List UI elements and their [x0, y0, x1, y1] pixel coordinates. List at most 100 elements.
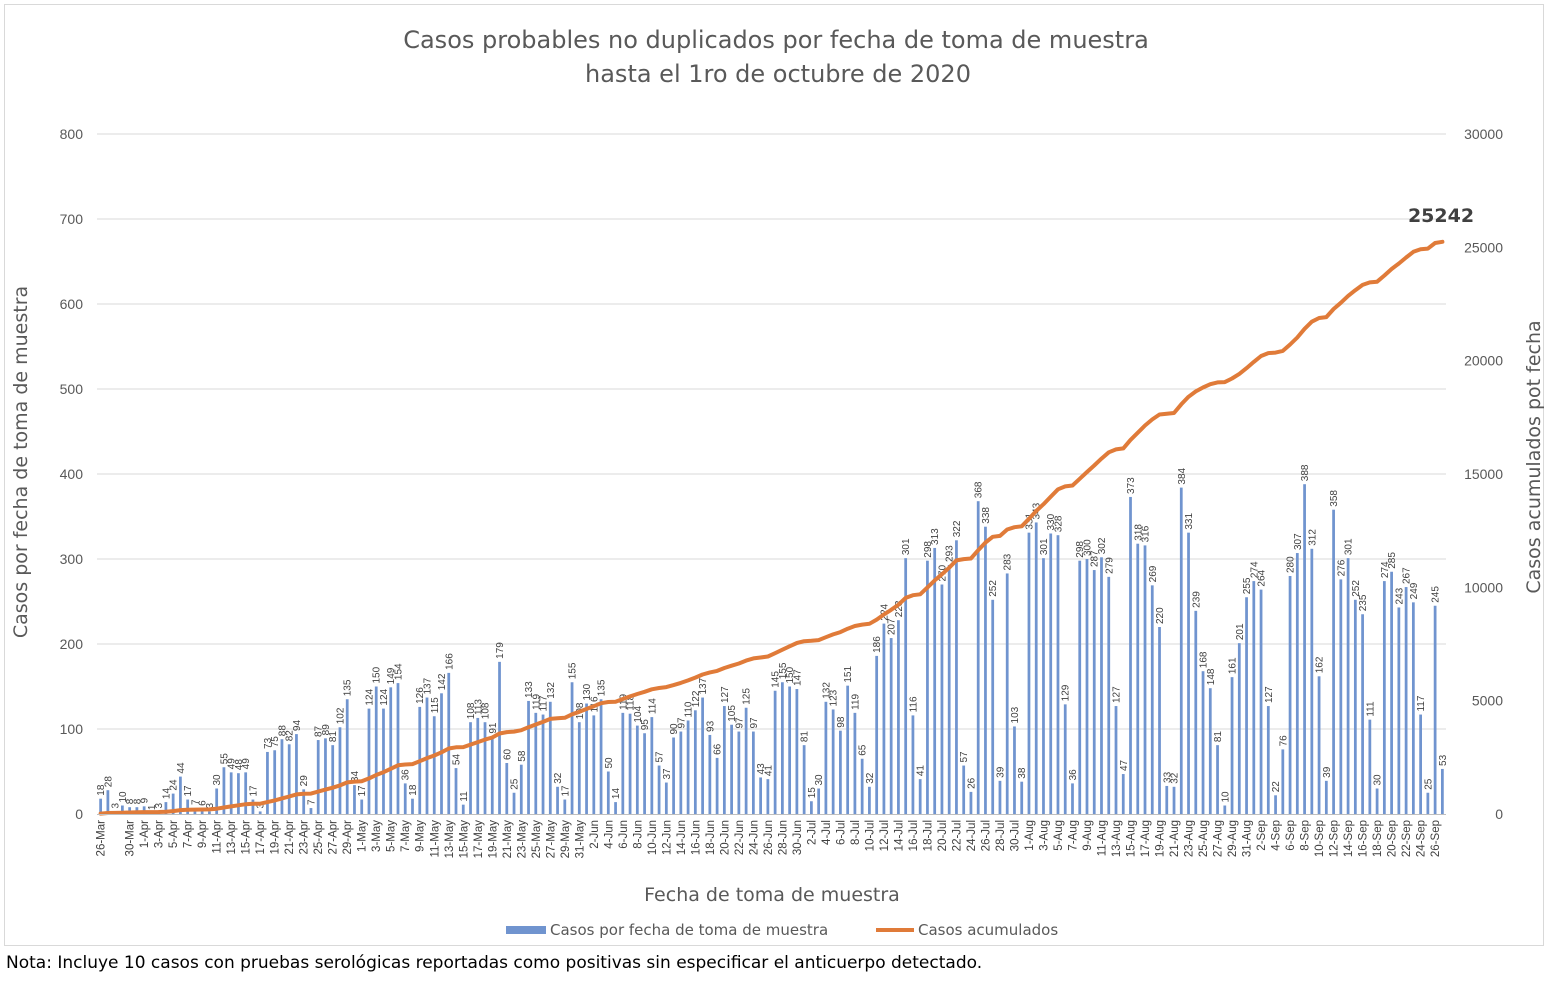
bar-data-label: 125: [742, 688, 753, 705]
x-tick-label: 26-Sep: [1430, 820, 1442, 857]
bar-data-label: 132: [546, 682, 557, 699]
bar-data-label: 37: [662, 768, 673, 780]
x-tick-label: 18-Sep: [1372, 820, 1384, 857]
bar: [722, 706, 726, 814]
bar: [657, 765, 661, 814]
bar: [686, 720, 690, 814]
bar-data-label: 127: [1112, 686, 1123, 703]
left-axis-ticks: 0 100 200 300 400 500 600 700 800: [60, 126, 84, 822]
bar: [672, 737, 675, 814]
bar-data-label: 30: [1373, 774, 1384, 786]
bar: [396, 683, 400, 814]
bar: [766, 779, 770, 814]
x-tick-label: 12-Jun: [661, 820, 673, 855]
bar: [1042, 558, 1045, 814]
x-tick-label: 26-Mar: [96, 820, 108, 857]
bar-data-label: 108: [466, 702, 477, 719]
bar: [324, 738, 327, 814]
bar-data-label: 97: [734, 717, 745, 729]
bar: [360, 799, 364, 814]
bar: [411, 798, 414, 814]
bar-data-label: 132: [821, 682, 832, 699]
bar: [599, 699, 603, 814]
bar-data-label: 274: [1380, 561, 1391, 578]
bar: [483, 722, 487, 814]
bar: [469, 722, 472, 814]
bar: [99, 798, 103, 814]
bar: [614, 802, 617, 814]
bar: [1158, 627, 1161, 814]
bar-data-label: 6: [198, 800, 209, 806]
bar-data-label: 54: [452, 754, 463, 766]
bar: [737, 731, 741, 814]
bar: [824, 701, 828, 814]
bar-data-label: 118: [626, 694, 637, 710]
bar-data-label: 3: [205, 802, 216, 808]
bar-data-label: 73: [263, 737, 274, 749]
bar-data-label: 148: [1206, 668, 1217, 685]
bar: [505, 763, 509, 814]
bar-data-label: 150: [372, 666, 383, 683]
bar: [1288, 576, 1292, 814]
bar: [345, 699, 349, 814]
x-tick-label: 26-Jul: [980, 820, 992, 851]
left-tick-label: 700: [60, 211, 84, 227]
bar: [164, 802, 168, 814]
bar: [519, 764, 523, 814]
left-axis-title: Casos por fecha de toma de muestra: [10, 286, 32, 638]
x-tick-label: 6-Jul: [835, 820, 847, 845]
bar-data-label: 43: [756, 763, 767, 775]
x-tick-label: 11-May: [429, 820, 441, 858]
x-tick-label: 22-Jul: [951, 820, 963, 851]
bar-data-label: 1: [147, 804, 158, 810]
bar-data-label: 201: [1235, 623, 1246, 640]
bar-data-label: 65: [858, 744, 869, 756]
bar: [570, 682, 574, 814]
x-axis-title: Fecha de toma de muestra: [644, 884, 900, 906]
bar: [926, 560, 929, 814]
x-tick-label: 10-Jul: [864, 820, 876, 851]
bar-data-label: 122: [691, 690, 702, 707]
x-tick-label: 9-May: [415, 820, 427, 852]
bar: [911, 715, 915, 814]
bar-data-label: 279: [1104, 557, 1115, 574]
combo-chart: Casos probables no duplicados por fecha …: [10, 26, 1545, 939]
right-tick-label: 0: [1495, 806, 1503, 822]
x-tick-label: 15-May: [458, 820, 470, 859]
bar: [447, 672, 451, 814]
left-tick-label: 300: [60, 551, 84, 567]
bar-data-label: 301: [1039, 538, 1050, 555]
bar: [998, 780, 1002, 814]
bar-data-label: 14: [161, 788, 172, 800]
bar-data-label: 239: [1191, 591, 1202, 608]
bar-data-label: 76: [1278, 735, 1289, 747]
x-tick-label: 21-May: [502, 820, 514, 859]
x-tick-label: 5-May: [386, 820, 398, 852]
bar-data-label: 162: [1315, 656, 1326, 673]
bar-data-label: 36: [1068, 769, 1079, 781]
bar-data-label: 38: [1017, 767, 1028, 779]
x-tick-label: 7-Aug: [1067, 820, 1079, 851]
x-tick-label: 2-Jul: [806, 820, 818, 845]
x-tick-label: 8-Jun: [632, 820, 644, 849]
bar-data-label: 137: [698, 677, 709, 694]
bar: [548, 701, 552, 814]
bar-data-label: 267: [1402, 567, 1413, 584]
bar: [1107, 576, 1111, 814]
bar-data-label: 142: [437, 673, 448, 690]
bar-data-label: 110: [684, 701, 695, 717]
x-tick-label: 26-Jun: [763, 820, 775, 855]
bar: [643, 733, 646, 814]
bar: [585, 703, 588, 814]
bar-data-label: 322: [952, 520, 963, 537]
bar-data-label: 24: [169, 779, 180, 791]
x-tick-label: 23-Apr: [299, 820, 311, 855]
bar: [258, 811, 262, 814]
bar: [897, 620, 900, 814]
x-tick-label: 9-Aug: [1082, 820, 1094, 851]
x-tick-label: 3-May: [371, 820, 383, 852]
bar-data-label: 301: [901, 538, 912, 555]
bar-data-label: 316: [1141, 525, 1152, 542]
bar: [121, 805, 124, 814]
bar-data-label: 60: [502, 748, 513, 760]
